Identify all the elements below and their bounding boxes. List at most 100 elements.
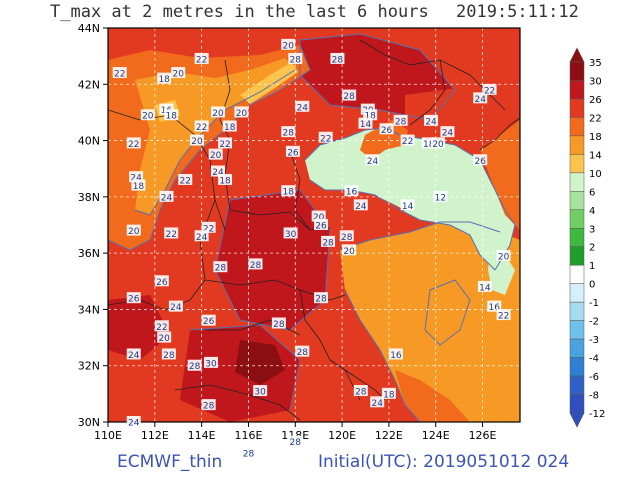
map-frame [107, 27, 521, 423]
svg-text:26: 26 [156, 278, 168, 288]
svg-text:20: 20 [343, 247, 355, 257]
svg-text:28: 28 [332, 55, 344, 65]
lat-tick-label: 42N [78, 78, 100, 91]
contour-label: 26 [285, 145, 300, 158]
contour-label: 22 [318, 131, 333, 144]
contour-label: 20 [208, 148, 223, 161]
svg-text:22: 22 [165, 230, 176, 240]
svg-text:24: 24 [196, 233, 208, 243]
svg-text:18: 18 [224, 123, 236, 133]
contour-label: 28 [314, 292, 329, 305]
svg-text:20: 20 [173, 70, 185, 80]
contour-label: 18 [421, 137, 436, 150]
svg-text:26: 26 [381, 126, 393, 136]
contour-label: 22 [496, 309, 511, 322]
svg-text:28: 28 [203, 402, 215, 412]
svg-text:20: 20 [313, 213, 325, 223]
svg-text:28: 28 [189, 362, 201, 372]
contour-label: 24 [126, 348, 141, 361]
svg-text:24: 24 [297, 103, 309, 113]
border-5 [204, 279, 346, 301]
svg-text:22: 22 [219, 140, 230, 150]
svg-text:24: 24 [128, 419, 140, 429]
contour-label: 28 [295, 345, 310, 358]
colorbar-swatch [569, 283, 585, 303]
lat-tick-labels: 44N 42N 40N 38N 36N 34N 32N 30N [78, 22, 100, 429]
contour-label: 18 [363, 109, 378, 122]
colorbar-level-label: -4 [589, 354, 599, 365]
contour-label: 20 [431, 137, 446, 150]
contour-label: 20 [189, 134, 204, 147]
svg-text:28: 28 [290, 438, 302, 448]
contour-label: 22 [178, 173, 193, 186]
svg-text:26: 26 [128, 295, 140, 305]
contour-label: 22 [201, 221, 216, 234]
svg-text:28: 28 [215, 264, 227, 274]
svg-text:24: 24 [212, 168, 224, 178]
border-10 [409, 59, 446, 126]
svg-text:26: 26 [315, 222, 327, 232]
contour-label: 20 [171, 67, 186, 80]
colorbar-level-label: -2 [589, 317, 599, 328]
lat-tick-label: 38N [78, 191, 100, 204]
svg-text:24: 24 [170, 303, 182, 313]
svg-text:28: 28 [341, 233, 353, 243]
colorbar-swatch [569, 154, 585, 174]
colorbar-bottom-arrow [569, 412, 585, 428]
svg-text:16: 16 [489, 303, 501, 313]
svg-text:20: 20 [498, 252, 510, 262]
svg-text:18: 18 [219, 176, 231, 186]
border-8 [289, 149, 311, 231]
axis-ticks [103, 27, 484, 427]
contour-bohai-inner [309, 179, 496, 271]
svg-text:28: 28 [250, 261, 262, 271]
svg-text:30: 30 [205, 359, 217, 369]
svg-text:16: 16 [346, 188, 358, 198]
svg-text:18: 18 [165, 112, 177, 122]
contour-mountain-inner [134, 69, 296, 216]
initial-time: Initial(UTC): 2019051012 024 [318, 452, 570, 472]
svg-text:24: 24 [128, 351, 140, 361]
contour-label: 22 [194, 120, 209, 133]
svg-text:24: 24 [355, 202, 367, 212]
colorbar-level-label: 0 [589, 280, 595, 291]
contour-label: 26 [126, 292, 141, 305]
colorbar-level-label: 1 [589, 261, 595, 272]
colorbar-swatch [569, 135, 585, 155]
contour-label: 28 [353, 385, 368, 398]
svg-text:26: 26 [203, 317, 215, 327]
svg-text:22: 22 [156, 323, 167, 333]
lon-tick-label: 120E [328, 429, 356, 442]
colorbar-swatch [569, 80, 585, 100]
colorbar-level-label: 30 [589, 76, 602, 87]
contour-label: 28 [288, 435, 303, 448]
svg-text:14: 14 [360, 120, 372, 130]
contour-label: 22 [400, 134, 415, 147]
lat-tick-label: 44N [78, 22, 100, 35]
svg-text:20: 20 [212, 109, 224, 119]
contour-label: 24 [211, 165, 226, 178]
contour-label: 24 [295, 100, 310, 113]
svg-text:24: 24 [442, 129, 454, 139]
svg-text:18: 18 [364, 112, 376, 122]
contour-label: 26 [379, 123, 394, 136]
contour-label: 20 [496, 249, 511, 262]
field-bohai [305, 128, 515, 270]
contour-label: 28 [281, 126, 296, 139]
contour-label: 26 [201, 314, 216, 327]
contour-label: 18 [131, 179, 146, 192]
colorbar-level-label: 2 [589, 243, 595, 254]
contour-label: 18 [164, 109, 179, 122]
contour-label: 24 [194, 230, 209, 243]
colorbar-swatch [569, 375, 585, 395]
contour-label: 24 [370, 396, 385, 409]
contour-label: 26 [314, 219, 329, 232]
model-name: ECMWF_thin [117, 452, 223, 472]
colorbar-swatch [569, 228, 585, 247]
contour-label: 24 [440, 126, 455, 139]
contour-label: 20 [311, 210, 326, 223]
contour-label: 22 [194, 52, 209, 65]
contour-sea-loop [424, 279, 471, 346]
colorbar-level-label: -8 [589, 391, 599, 402]
